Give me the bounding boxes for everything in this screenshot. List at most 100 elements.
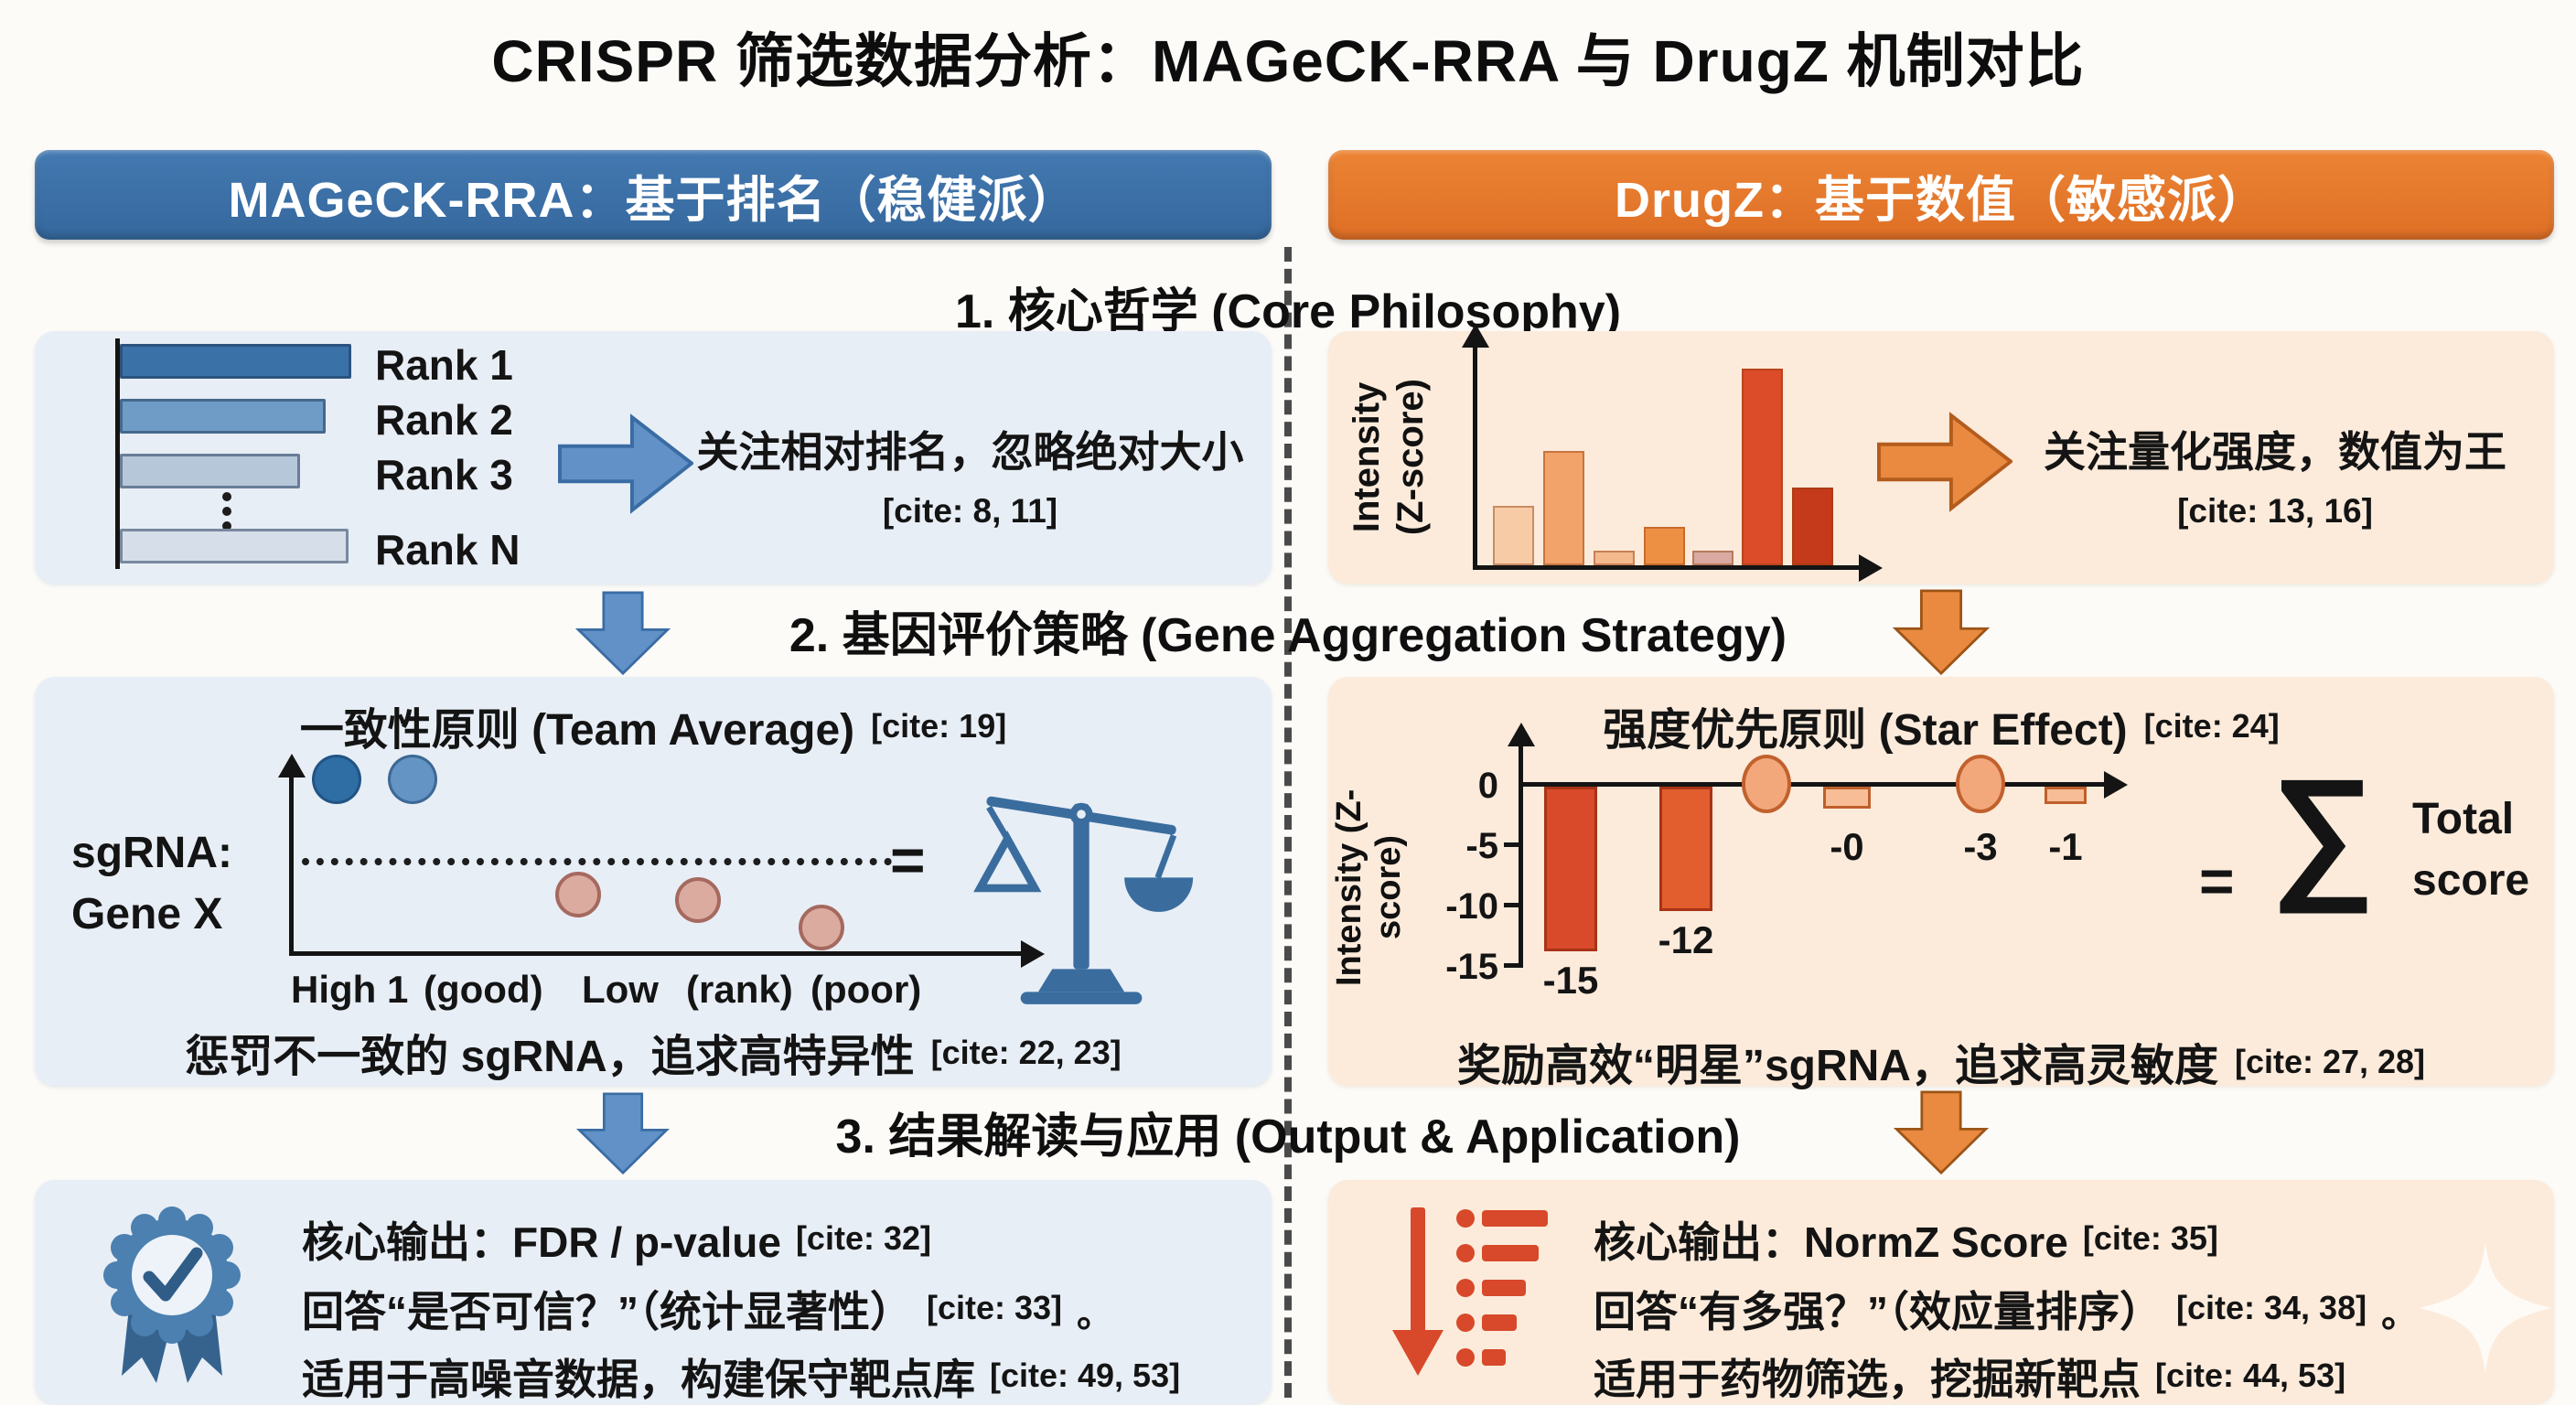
small-bar — [1823, 787, 1871, 809]
aggregation-mageck-bottom-cite: [cite: 22, 23] — [930, 1034, 1122, 1071]
philosophy-mageck-message-text: 关注相对排名，忽略绝对大小 — [696, 428, 1244, 476]
ranked-list-arrow-icon — [1392, 1207, 1548, 1376]
intensity-bar — [1594, 551, 1635, 565]
output-drugz-line1-cite: [cite: 35] — [2082, 1219, 2218, 1257]
output-mageck-line3: 适用于高噪音数据，构建保守靶点库 [cite: 49, 53] — [302, 1346, 1180, 1405]
ellipsis-dot-icon — [222, 521, 231, 531]
axis-label-line: Intensity (Z-score) — [1330, 788, 1408, 986]
star-effect-title: 强度优先原则 (Star Effect) — [1603, 706, 2128, 755]
aggregation-drugz-bottom-text: 奖励高效“明星”sgRNA，追求高灵敏度 — [1456, 1042, 2218, 1090]
sigma-symbol: ∑ — [2270, 748, 2376, 912]
star-bar — [1544, 787, 1597, 951]
equals-sign: = — [890, 826, 926, 894]
rank-bar-label: Rank 3 — [375, 451, 513, 499]
team-average-title-row: 一致性原则 (Team Average) [cite: 19] — [35, 693, 1272, 757]
star-chart-y-label: Intensity (Z-score) — [1330, 750, 1408, 1024]
output-mageck-line1: 核心输出：FDR / p-value [cite: 32] — [302, 1209, 931, 1270]
output-drugz-line3: 适用于药物筛选，挖掘新靶点 [cite: 44, 53] — [1594, 1346, 2345, 1405]
x-axis-arrowhead — [1859, 554, 1883, 582]
rank-bar-label: Rank 1 — [375, 341, 513, 389]
axis-label-line: (Z-score) — [1390, 379, 1431, 536]
philosophy-drugz-message: 关注量化强度，数值为王 [cite: 13, 16] — [2010, 419, 2540, 531]
intensity-axis-label: Intensity (Z-score) — [1334, 348, 1444, 567]
scatter-y-axis-arrowhead — [278, 754, 306, 778]
philosophy-drugz-message-text: 关注量化强度，数值为王 — [2044, 428, 2506, 476]
rank-bar — [120, 399, 326, 434]
x-axis-label: High 1 — [291, 968, 409, 1011]
intensity-bar — [1742, 369, 1783, 565]
star-zero-axis — [1519, 782, 2104, 787]
rank-bar — [120, 454, 300, 488]
total-score-line2: score — [2412, 856, 2530, 905]
y-tick-label: -10 — [1445, 886, 1498, 927]
rank-bar-label: Rank N — [375, 526, 521, 574]
ellipsis-dot-icon — [222, 507, 231, 516]
down-arrow-icon — [1892, 589, 1991, 675]
star-bar-value: -12 — [1658, 918, 1714, 961]
y-tick-mark — [1504, 842, 1519, 847]
intensity-bar — [1692, 551, 1733, 565]
y-tick-label: -5 — [1465, 826, 1498, 866]
ellipsis-dot-icon — [222, 492, 231, 501]
output-mageck-line2: 回答“是否可信？”（统计显著性） [cite: 33] 。 — [302, 1279, 1113, 1339]
x-axis-label: Low — [582, 968, 659, 1011]
team-average-cite: [cite: 19] — [871, 707, 1007, 745]
output-mageck-line1-cite: [cite: 32] — [795, 1219, 931, 1257]
axis-label-line: Intensity — [1347, 381, 1387, 533]
output-mageck-line3-cite: [cite: 49, 53] — [990, 1357, 1181, 1394]
y-axis-arrowhead — [1462, 324, 1489, 348]
section-2-heading: 2. 基因评价策略 (Gene Aggregation Strategy) — [789, 609, 1787, 662]
section-1-heading: 1. 核心哲学 (Core Philosophy) — [954, 285, 1622, 338]
output-mageck-line1-text: 核心输出：FDR / p-value — [302, 1218, 781, 1266]
threshold-dotted-line — [302, 858, 892, 865]
x-axis — [1473, 565, 1859, 570]
intensity-bar — [1543, 451, 1584, 565]
star-y-axis — [1519, 743, 1523, 968]
circle-value: -3 — [1963, 825, 1998, 868]
total-score-line1: Total — [2412, 795, 2515, 843]
aggregation-mageck-bottom-row: 惩罚不一致的 sgRNA，追求高特异性 [cite: 22, 23] — [35, 1020, 1272, 1084]
panel-output-mageck: 核心输出：FDR / p-value [cite: 32] 回答“是否可信？”（… — [35, 1180, 1272, 1404]
output-mageck-line2-suffix: 。 — [1077, 1294, 1114, 1335]
header-drugz-label: DrugZ：基于数值（敏感派） — [1615, 172, 2268, 228]
down-arrow-icon — [574, 591, 671, 675]
rank-chart-axis — [115, 338, 120, 569]
sparkle-icon — [2419, 1241, 2552, 1375]
aggregation-drugz-bottom-cite: [cite: 27, 28] — [2234, 1043, 2426, 1080]
star-effect-title-row: 强度优先原则 (Star Effect) [cite: 24] — [1328, 693, 2554, 757]
rank-bar — [120, 529, 349, 563]
aggregation-drugz-bottom-row: 奖励高效“明星”sgRNA，追求高灵敏度 [cite: 27, 28] — [1328, 1029, 2554, 1093]
star-zero-axis-arrowhead — [2104, 771, 2128, 799]
intensity-bar — [1644, 527, 1685, 565]
verified-badge-icon — [103, 1207, 241, 1383]
philosophy-drugz-cite: [cite: 13, 16] — [2177, 492, 2373, 530]
star-bar — [1659, 787, 1712, 911]
rank-bar — [120, 344, 351, 379]
y-axis — [1473, 344, 1477, 569]
poor-sgrna-dot — [675, 877, 721, 923]
panel-aggregation-mageck: 一致性原则 (Team Average) [cite: 19] sgRNA: G… — [35, 677, 1272, 1086]
star-bar-value: -15 — [1542, 959, 1599, 1002]
output-drugz-line3-text: 适用于药物筛选，挖掘新靶点 — [1594, 1356, 2141, 1403]
page-title: CRISPR 筛选数据分析：MAGeCK-RRA 与 DrugZ 机制对比 — [491, 28, 2085, 94]
equals-sign: = — [2199, 847, 2235, 915]
x-axis-label: (poor) — [810, 968, 922, 1011]
rank-bar-label: Rank 2 — [375, 396, 513, 444]
output-drugz-line2: 回答“有多强？”（效应量排序） [cite: 34, 38] 。 — [1594, 1279, 2418, 1339]
output-drugz-line2-suffix: 。 — [2381, 1294, 2419, 1335]
panel-output-drugz: 核心输出：NormZ Score [cite: 35] 回答“有多强？”（效应量… — [1328, 1180, 2554, 1404]
aggregation-mageck-bottom-text: 惩罚不一致的 sgRNA，追求高特异性 — [185, 1033, 915, 1081]
neutral-sgrna-circle — [1742, 755, 1791, 813]
right-arrow-icon — [558, 413, 693, 514]
output-mageck-line2-text: 回答“是否可信？”（统计显著性） — [302, 1288, 912, 1335]
poor-sgrna-dot — [799, 905, 844, 950]
philosophy-mageck-cite: [cite: 8, 11] — [882, 492, 1058, 530]
y-tick-label: -15 — [1445, 947, 1498, 987]
good-sgrna-dot — [388, 755, 437, 804]
y-tick-mark — [1504, 963, 1519, 968]
output-drugz-line2-text: 回答“有多强？”（效应量排序） — [1594, 1288, 2162, 1335]
scatter-x-axis — [289, 951, 1021, 956]
neutral-sgrna-circle — [1956, 755, 2005, 813]
x-axis-label: (rank) — [686, 968, 793, 1011]
right-arrow-icon — [1877, 412, 2012, 512]
